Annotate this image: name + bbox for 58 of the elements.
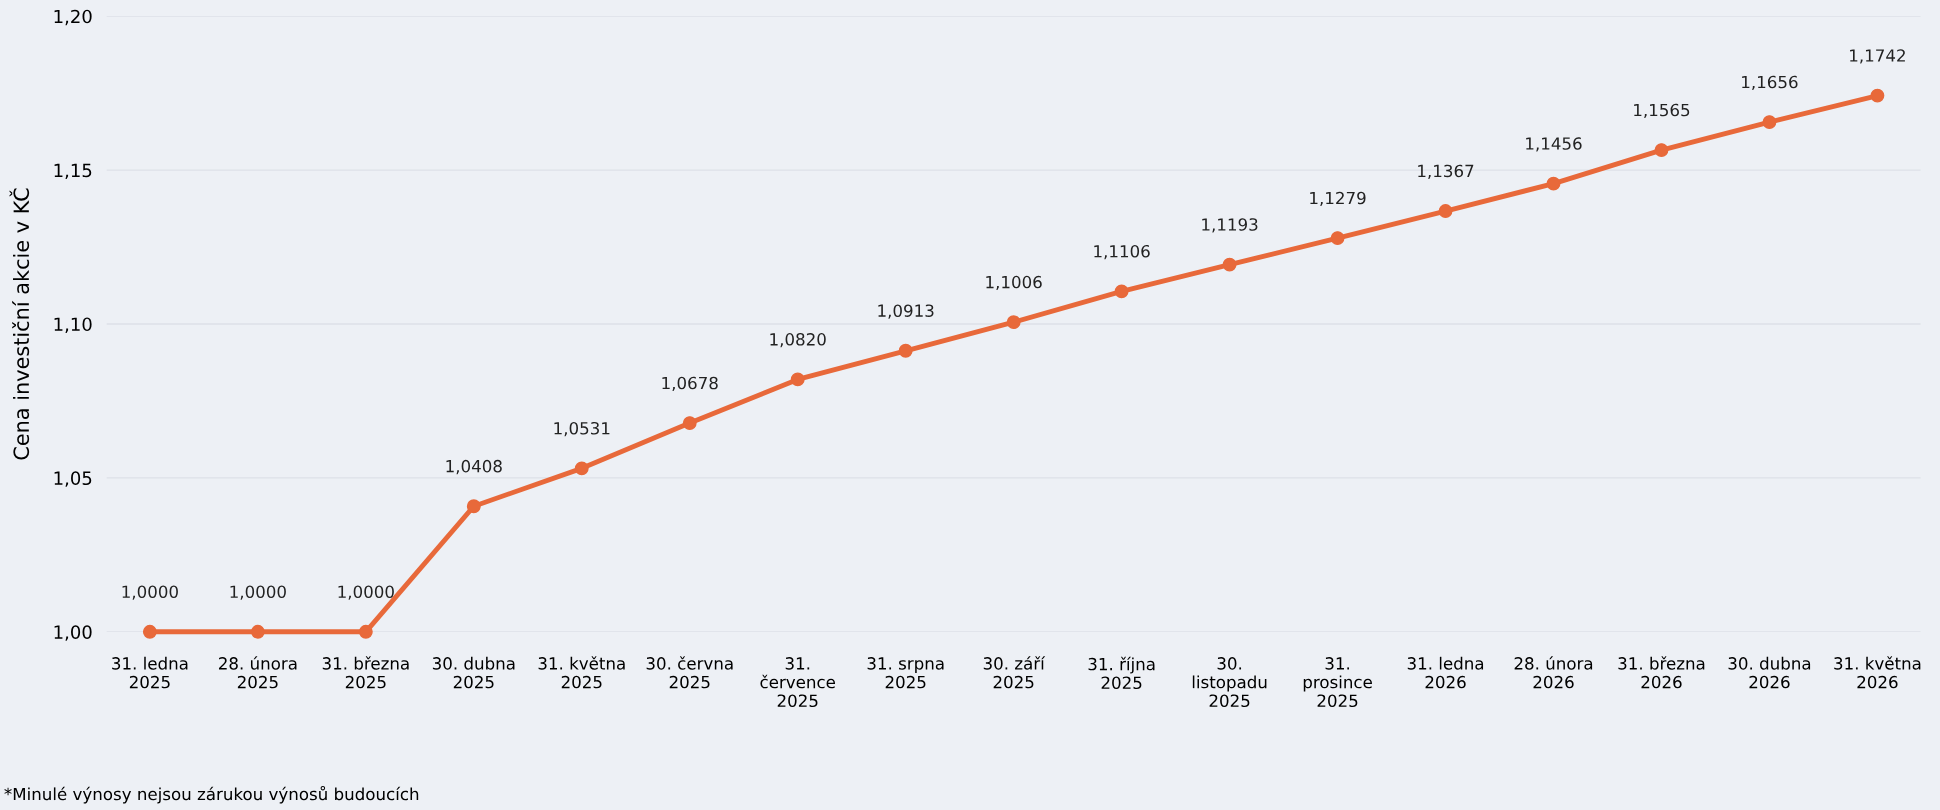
point xyxy=(1762,115,1777,130)
x-tick-label: 31. ledna 2026 xyxy=(1407,656,1484,689)
point xyxy=(574,461,589,476)
data-label: 1,0531 xyxy=(554,421,610,437)
x-tick-label: 28. února 2025 xyxy=(218,656,297,689)
data-label: 1,1656 xyxy=(1742,75,1798,90)
point xyxy=(358,624,373,639)
point xyxy=(1870,88,1885,103)
data-label: 1,0820 xyxy=(770,333,826,348)
x-tick-label: 30. září 2025 xyxy=(983,656,1046,689)
data-label: 1,0000 xyxy=(122,585,178,600)
y-tick-label: 1,20 xyxy=(54,9,92,26)
data-label: 1,1742 xyxy=(1850,49,1905,64)
data-label: 1,0678 xyxy=(662,376,718,392)
x-tick-label: 30. listopadu 2025 xyxy=(1192,657,1267,708)
data-label: 1,0000 xyxy=(230,585,286,600)
data-label: 1,1456 xyxy=(1526,137,1582,152)
point xyxy=(682,416,697,431)
data-label: 1,0408 xyxy=(446,459,502,475)
point xyxy=(142,624,157,639)
point xyxy=(1114,284,1129,299)
x-tick-label: 30. dubna 2025 xyxy=(432,656,515,689)
y-tick-label: 1,00 xyxy=(54,625,92,641)
x-tick-label: 30. dubna 2026 xyxy=(1728,656,1811,689)
y-tick-label: 1,05 xyxy=(54,471,92,487)
point xyxy=(1438,204,1453,218)
x-tick-label: 31. prosince 2025 xyxy=(1303,657,1372,708)
data-label: 1,0913 xyxy=(878,304,934,319)
x-tick-label: 31. října 2025 xyxy=(1088,656,1155,690)
x-tick-label: 28. února 2026 xyxy=(1514,656,1593,689)
data-label: 1,1106 xyxy=(1094,244,1150,260)
data-label: 1,1279 xyxy=(1310,191,1366,207)
point xyxy=(1006,315,1021,330)
x-tick-label: 31. března 2026 xyxy=(1618,656,1705,689)
text: *Minulé výnosy nejsou zárukou výnosů budoucích xyxy=(4,785,419,804)
data-label: 1,1193 xyxy=(1202,218,1258,233)
x-tick-label: 31. května 2025 xyxy=(538,656,625,689)
x-tick-label: 31. března 2025 xyxy=(322,656,409,689)
x-tick-label: 31. srpna 2025 xyxy=(867,657,944,689)
point xyxy=(250,624,265,639)
data-label: 1,0000 xyxy=(338,585,394,600)
data-label: 1,1006 xyxy=(986,275,1042,291)
y-tick-label: 1,15 xyxy=(54,163,92,180)
x-tick-label: 31. ledna 2025 xyxy=(112,656,188,689)
point xyxy=(790,372,805,387)
point xyxy=(1222,257,1237,272)
data-label: 1,1367 xyxy=(1418,164,1474,179)
data-label: 1,1565 xyxy=(1634,103,1690,119)
point xyxy=(1546,176,1561,191)
y-axis-title: Cena investiční akcie v KČ xyxy=(9,188,30,460)
point xyxy=(1654,143,1669,158)
point xyxy=(1330,231,1345,246)
y-tick-label: 1,10 xyxy=(54,317,92,333)
x-tick-label: 30. června 2025 xyxy=(646,656,733,689)
x-tick-label: 31. července 2025 xyxy=(760,657,835,708)
point xyxy=(898,343,913,358)
x-tick-label: 31. května 2026 xyxy=(1834,656,1921,689)
point xyxy=(466,499,481,514)
